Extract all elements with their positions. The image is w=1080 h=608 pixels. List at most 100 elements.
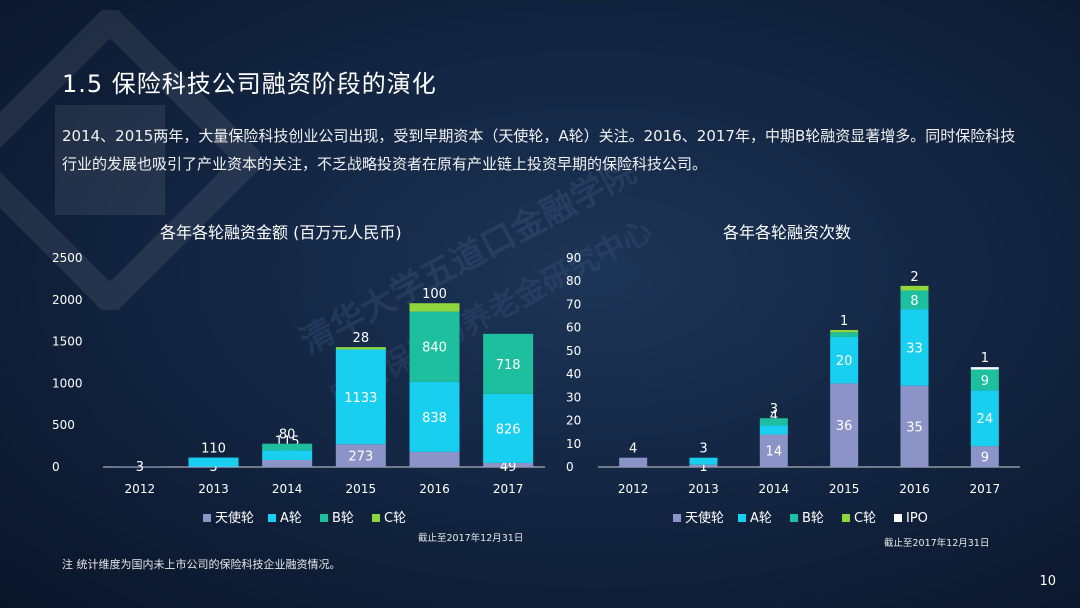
chart2-data-label: 3 <box>770 402 778 417</box>
chart2-x-tick-label: 2016 <box>899 482 930 496</box>
chart2-bar-angel <box>830 383 859 467</box>
chart2-legend-swatch <box>894 514 902 522</box>
chart2-source-note: 截止至2017年12月31日 <box>884 538 990 549</box>
footnote: 注 统计维度为国内未上市公司的保险科技企业融资情况。 <box>62 558 341 571</box>
chart2-legend-label: IPO <box>906 511 928 526</box>
chart2-legend-label: A轮 <box>750 511 772 526</box>
chart1-data-label: 838 <box>422 411 447 426</box>
chart2-data-label: 9 <box>981 374 989 389</box>
chart1-data-label: 100 <box>422 287 447 302</box>
chart2-bar-b_round <box>900 290 929 310</box>
chart2-legend-swatch <box>842 514 850 522</box>
chart2-data-label: 33 <box>906 341 923 356</box>
chart1-data-label: 718 <box>496 358 521 373</box>
chart2-y-tick-label: 60 <box>566 321 581 335</box>
chart2-data-label: 3 <box>699 442 707 457</box>
chart2-legend-label: C轮 <box>854 511 876 526</box>
chart2-bar-angel <box>970 446 999 467</box>
chart1-data-label: 1133 <box>344 391 377 406</box>
chart2-bar-b_round <box>970 369 999 391</box>
chart1-y-tick-label: 1000 <box>52 376 83 390</box>
chart2-title: 各年各轮融资次数 <box>723 223 852 242</box>
chart2-legend-label: 天使轮 <box>685 510 724 526</box>
chart1-bar-a_round <box>335 349 386 445</box>
chart1-x-tick-label: 2012 <box>125 482 156 496</box>
chart2-bar-a_round <box>689 457 718 465</box>
chart2-bar-angel <box>759 434 788 467</box>
chart1-data-label: 49 <box>500 460 517 475</box>
chart2-bar-angel <box>689 464 718 467</box>
chart2-bar-a_round <box>900 309 929 386</box>
chart2-y-tick-label: 10 <box>566 437 581 451</box>
chart1-bar-a_round <box>262 450 313 460</box>
chart1-legend-label: C轮 <box>384 511 406 526</box>
chart1-bar-a_round <box>409 381 460 452</box>
chart2-bar-c_round <box>900 285 929 291</box>
chart2-y-tick-label: 50 <box>566 344 581 358</box>
chart2-x-tick-label: 2013 <box>688 482 719 496</box>
chart1-bar-c_round <box>409 303 460 312</box>
chart2-bar-a_round <box>830 336 859 384</box>
chart1-legend-swatch <box>268 514 276 522</box>
chart2-y-tick-label: 40 <box>566 367 581 381</box>
chart2-bar-c_round <box>830 329 859 333</box>
chart1-bar-angel <box>483 462 534 467</box>
chart2-legend-swatch <box>673 514 681 522</box>
page-number: 10 <box>1039 574 1056 589</box>
chart1-x-tick-label: 2016 <box>419 482 450 496</box>
chart1-legend-swatch <box>320 514 328 522</box>
chart1-legend-swatch <box>372 514 380 522</box>
chart2-x-tick-label: 2015 <box>829 482 860 496</box>
chart1-data-label: 826 <box>496 422 521 437</box>
chart2-data-label: 4 <box>629 442 637 457</box>
chart1-bar-angel <box>409 451 460 467</box>
chart1-legend-label: B轮 <box>332 511 354 526</box>
chart2-data-label: 14 <box>766 445 783 460</box>
slide-title: 1.5 保险科技公司融资阶段的演化 <box>62 70 437 98</box>
chart1-bar-b_round <box>409 311 460 382</box>
chart1-bar-angel <box>114 466 165 468</box>
chart2-data-label: 1 <box>840 314 848 329</box>
chart1-bar-b_round <box>262 443 313 451</box>
chart2-y-tick-label: 0 <box>566 460 574 474</box>
chart1-x-tick-label: 2017 <box>493 482 524 496</box>
chart2-x-tick-label: 2012 <box>618 482 649 496</box>
chart2-data-label: 9 <box>981 451 989 466</box>
chart1-bar-angel <box>188 466 239 468</box>
chart2-y-tick-label: 90 <box>566 251 581 265</box>
chart2-legend-swatch <box>790 514 798 522</box>
chart1-data-label: 3 <box>136 460 144 475</box>
chart2-y-tick-label: 20 <box>566 414 581 428</box>
chart2-data-label: 2 <box>910 270 918 285</box>
chart2-x-tick-label: 2014 <box>759 482 790 496</box>
chart-amount: 0500100015002000250020123201331102014841… <box>52 251 545 526</box>
chart1-y-tick-label: 0 <box>52 460 60 474</box>
chart1-x-tick-label: 2014 <box>272 482 303 496</box>
chart1-data-label: 28 <box>353 331 370 346</box>
chart1-y-tick-label: 500 <box>52 418 75 432</box>
chart2-bar-b_round <box>830 332 859 337</box>
chart1-x-tick-label: 2015 <box>346 482 377 496</box>
chart1-data-label: 273 <box>348 450 373 465</box>
chart1-y-tick-label: 2500 <box>52 251 83 265</box>
chart2-y-tick-label: 80 <box>566 274 581 288</box>
chart2-bar-angel <box>900 385 929 467</box>
chart1-legend-label: A轮 <box>280 511 302 526</box>
chart2-data-label: 1 <box>981 351 989 366</box>
chart1-title: 各年各轮融资金额 (百万元人民币) <box>160 223 402 242</box>
chart1-bar-b_round <box>483 333 534 394</box>
chart2-bar-a_round <box>759 425 788 435</box>
chart1-source-note: 截止至2017年12月31日 <box>418 533 524 544</box>
decorative-logo-pattern <box>0 10 260 310</box>
chart1-data-label: 80 <box>279 428 296 443</box>
chart2-bar-angel <box>619 457 648 467</box>
chart1-data-label: 110 <box>201 442 226 457</box>
chart1-y-tick-label: 1500 <box>52 335 83 349</box>
chart2-x-tick-label: 2017 <box>970 482 1001 496</box>
chart2-data-label: 35 <box>906 420 923 435</box>
chart2-legend-label: B轮 <box>802 511 824 526</box>
chart1-bar-a_round <box>483 393 534 463</box>
chart2-y-tick-label: 70 <box>566 297 581 311</box>
chart1-bar-angel <box>335 444 386 467</box>
